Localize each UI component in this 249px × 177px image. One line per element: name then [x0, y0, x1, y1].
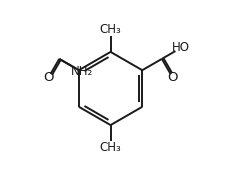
Text: NH₂: NH₂: [71, 65, 93, 78]
Text: CH₃: CH₃: [100, 141, 122, 154]
Text: O: O: [167, 71, 178, 84]
Text: HO: HO: [172, 41, 190, 54]
Text: CH₃: CH₃: [100, 23, 122, 36]
Text: O: O: [43, 71, 54, 84]
